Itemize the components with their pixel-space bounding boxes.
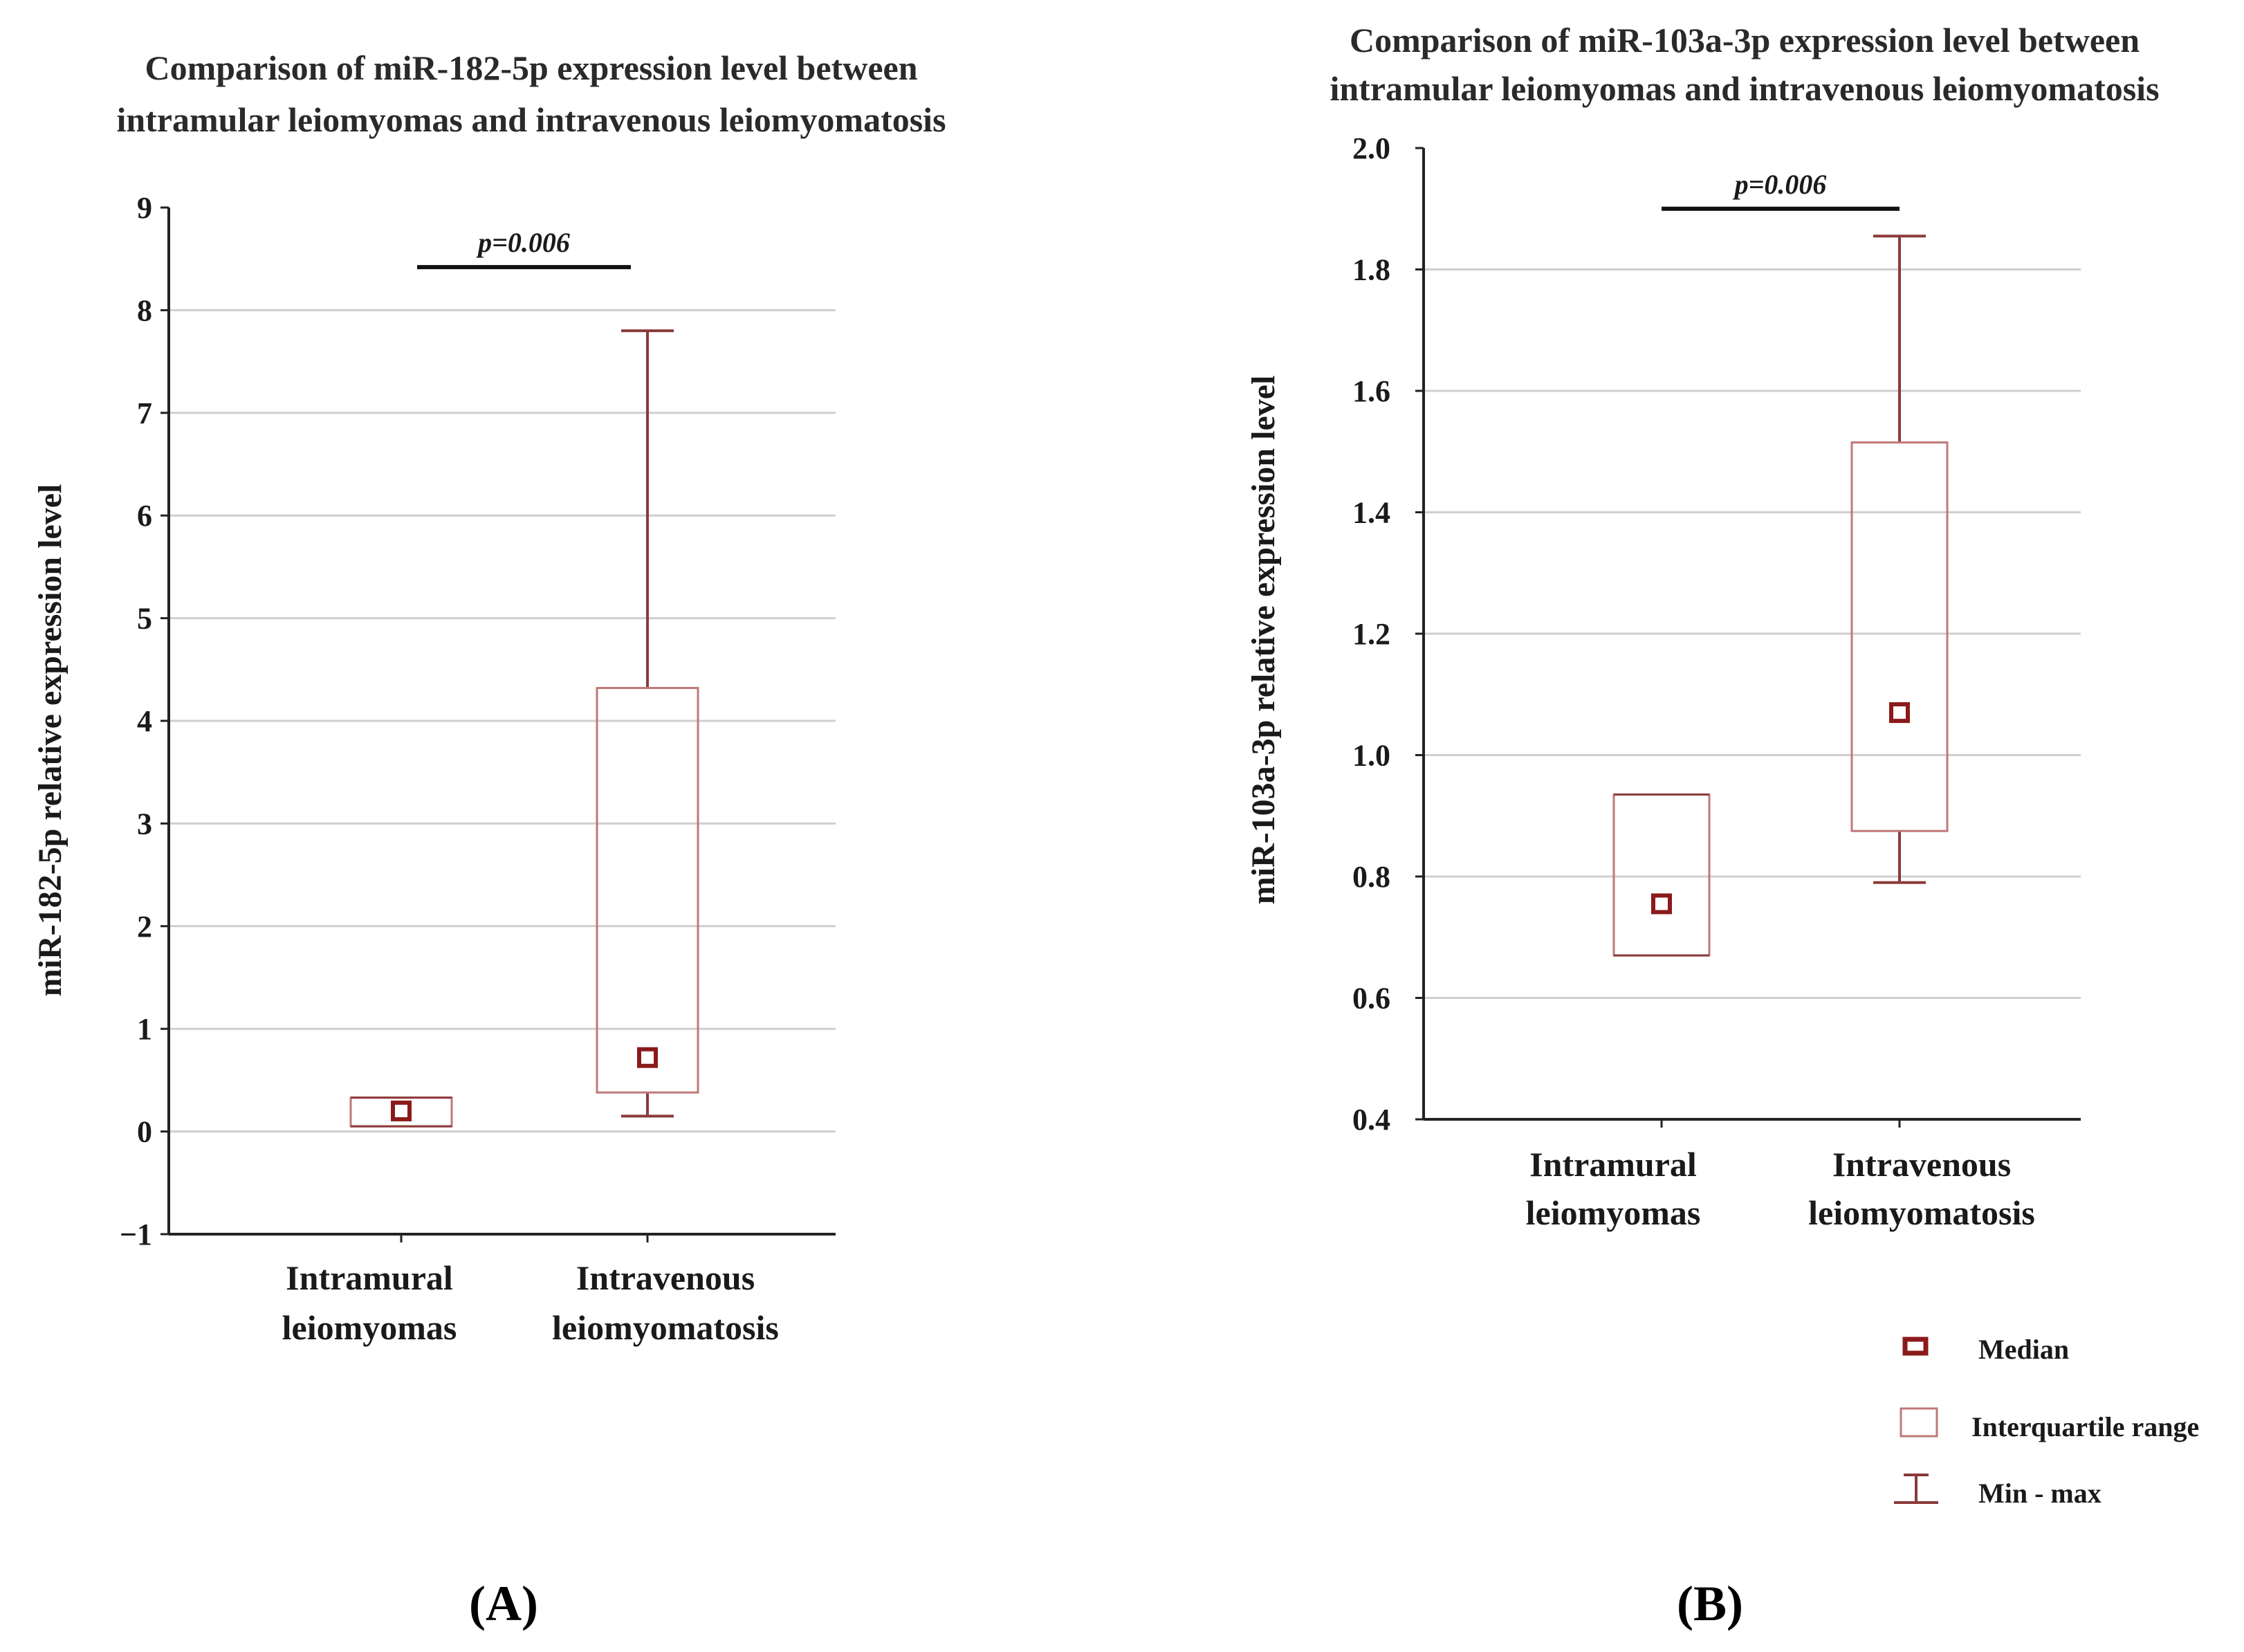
category-label-line2: leiomyomas [282,1308,457,1347]
median-marker [1651,893,1672,915]
legend-median-symbol [1902,1337,1929,1356]
legend-median-label: Median [1978,1334,2069,1365]
category-label-line1: Intramural [1529,1145,1697,1184]
panel-b-gridlines [1424,268,2081,999]
y-tick-label: 1.0 [1352,739,1390,773]
panel-a-chart: Comparison of miR-182-5p expression leve… [32,48,946,1631]
panel-a-title-line2: intramular leiomyomas and intravenous le… [116,100,946,139]
panel-b-title-line1: Comparison of miR-103a-3p expression lev… [1350,21,2140,59]
panel-b-chart: Comparison of miR-103a-3p expression lev… [1245,21,2160,1631]
panel-a-label: (A) [469,1576,538,1631]
box-intramural [349,1096,453,1128]
category-label-line1: Intramural [286,1258,453,1297]
y-tick-label: 1.6 [1352,374,1390,408]
panel-a-boxes: p=0.006 [349,227,699,1128]
y-tick-label: 2.0 [1352,131,1390,165]
y-tick-label: −1 [120,1218,152,1251]
y-tick-label: 2 [137,910,152,944]
panel-a-title-line1: Comparison of miR-182-5p expression leve… [145,48,917,87]
median-marker [1889,702,1910,724]
y-tick-label: 8 [137,293,152,327]
box-intramural [1612,793,1711,957]
panel-b-boxes: p=0.006 [1612,169,1949,957]
y-tick-label: 4 [137,704,152,738]
category-label-line1: Intravenous [1832,1145,2011,1184]
legend-iqr-symbol [1900,1407,1938,1438]
legend-iqr-label: Interquartile range [1971,1411,2199,1442]
panel-b-y-axis-label: miR-103a-3p relative expression level [1245,376,1282,905]
panel-a-y-axis-label: miR-182-5p relative expression level [32,484,68,997]
y-tick-label: 0 [137,1115,152,1149]
y-tick-label: 0.6 [1352,982,1390,1016]
panel-b-category-labels: Intramural leiomyomas Intravenous leiomyoma… [1526,1145,2035,1232]
panel-b-axes [1422,148,2081,1128]
panel-a-y-tick-labels: −1 0 1 2 3 4 5 6 7 8 9 [120,191,169,1251]
median-marker [391,1100,412,1121]
legend: Median Interquartile range Min - max [1894,1334,2199,1509]
p-value-label: p=0.006 [1733,169,1827,200]
box-intravenous [596,329,699,1118]
panel-b-label: (B) [1677,1576,1743,1631]
y-tick-label: 0.4 [1352,1103,1390,1137]
legend-minmax-label: Min - max [1978,1478,2102,1509]
category-label-line1: Intravenous [576,1258,755,1297]
panel-a-axes [167,208,836,1242]
y-tick-label: 1.2 [1352,617,1390,651]
p-value-label: p=0.006 [476,227,570,258]
y-tick-label: 3 [137,807,152,841]
panel-a-category-labels: Intramural leiomyomas Intravenous leiomyoma… [282,1258,779,1347]
median-marker [637,1047,658,1068]
box-intravenous [1850,235,1949,884]
y-tick-label: 1.8 [1352,253,1390,287]
y-tick-label: 9 [137,191,152,225]
legend-minmax-symbol [1894,1474,1938,1504]
iqr-box [1850,441,1949,832]
iqr-box [596,687,699,1094]
panel-b-y-tick-labels: 0.4 0.6 0.8 1.0 1.2 1.4 1.6 1.8 2.0 [1352,131,1424,1137]
y-tick-label: 6 [137,499,152,533]
y-tick-label: 1.4 [1352,496,1390,530]
y-tick-label: 1 [137,1012,152,1046]
y-tick-label: 0.8 [1352,860,1390,894]
category-label-line2: leiomyomas [1526,1193,1701,1232]
category-label-line2: leiomyomatosis [1808,1193,2035,1232]
iqr-box [1612,793,1711,957]
panel-b-title-line2: intramular leiomyomas and intravenous le… [1330,69,2159,108]
category-label-line2: leiomyomatosis [552,1308,779,1347]
y-tick-label: 5 [137,602,152,636]
panel-a-gridlines [169,309,836,1133]
y-tick-label: 7 [137,396,152,430]
